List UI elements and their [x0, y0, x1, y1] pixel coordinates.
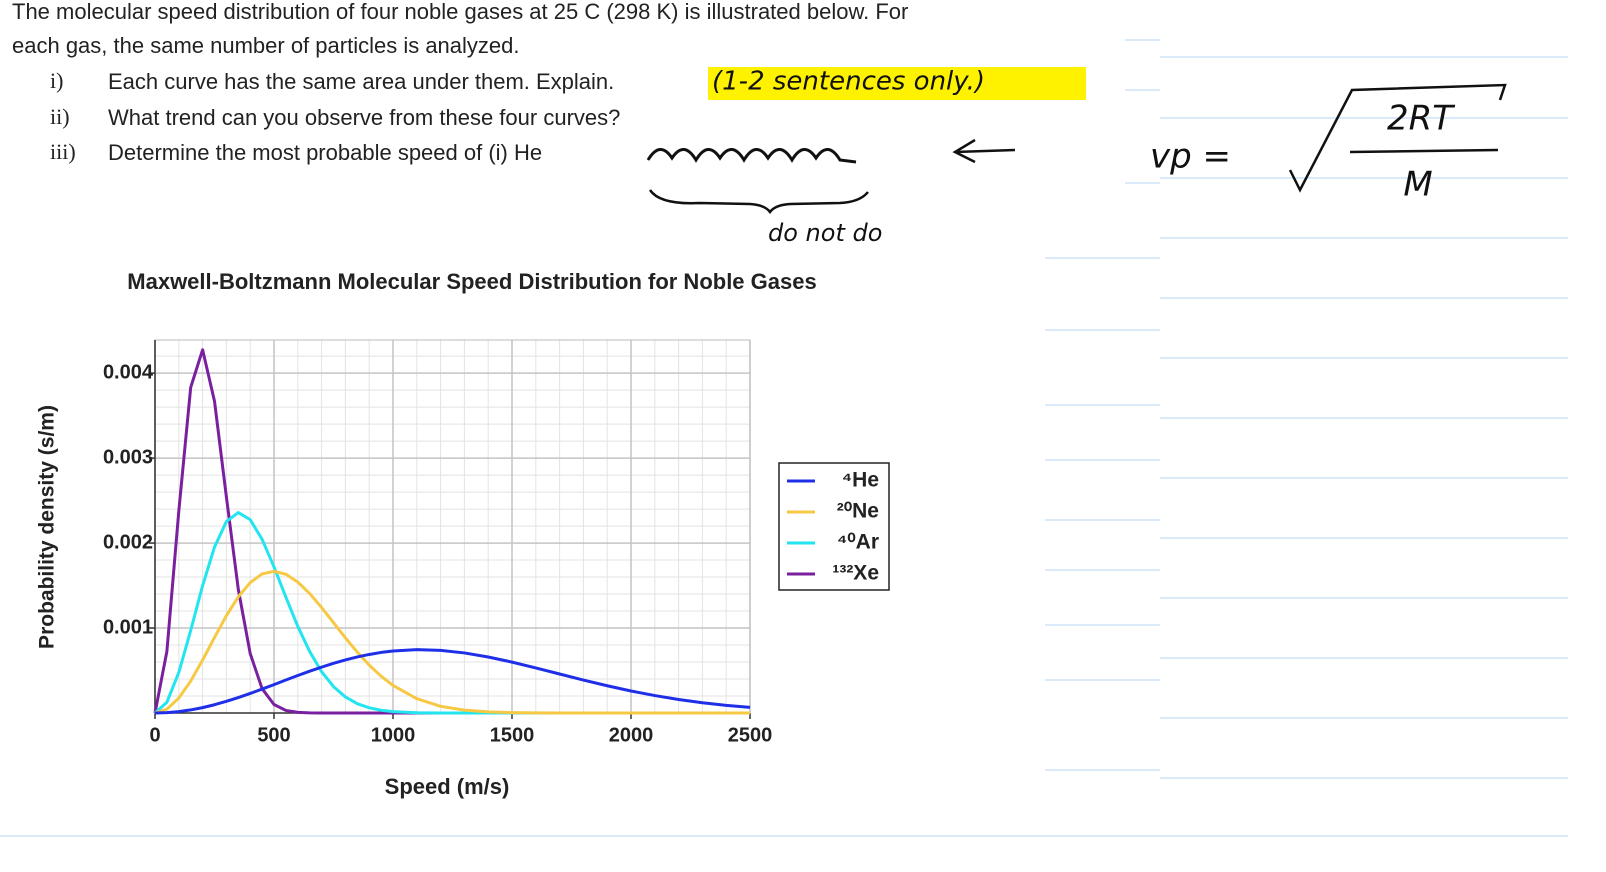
x-tick-label: 500 [257, 724, 290, 746]
y-tick-label: 0.001 [103, 616, 153, 638]
x-tick-label: 1500 [490, 724, 535, 746]
x-tick-label: 2000 [609, 724, 654, 746]
chart-title: Maxwell-Boltzmann Molecular Speed Distri… [127, 269, 816, 294]
formula-numerator: 2RT [1387, 99, 1455, 139]
item-label: iii) [50, 139, 76, 164]
chart: Maxwell-Boltzmann Molecular Speed Distri… [36, 269, 890, 799]
series-line [154, 569, 750, 715]
y-tick-label: 0.004 [103, 361, 154, 383]
x-tick-label: 0 [149, 724, 160, 746]
x-axis-label: Speed (m/s) [385, 774, 510, 799]
brace [648, 189, 869, 215]
legend-label: ⁴He [842, 469, 879, 492]
x-tick-label: 2500 [728, 724, 773, 746]
legend-box [778, 462, 890, 591]
legend-label: ²⁰Ne [837, 500, 879, 523]
series-line [154, 648, 751, 715]
scribble [646, 148, 857, 164]
item-text: Each curve has the same area under them.… [108, 69, 614, 94]
formula-lhs: vp = [1150, 137, 1231, 177]
y-tick-label: 0.002 [103, 531, 153, 553]
sqrt-sign [1288, 83, 1507, 193]
legend-label: ⁴⁰Ar [837, 531, 879, 554]
x-tick-label: 1000 [371, 724, 416, 746]
item-text: Determine the most probable speed of (i)… [108, 140, 542, 165]
y-axis-label: Probability density (s/m) [36, 405, 59, 649]
formula-denominator: M [1403, 165, 1432, 205]
series-line [153, 348, 750, 715]
highlight [708, 67, 1086, 100]
item-text: What trend can you observe from these fo… [108, 105, 620, 130]
ruled-lines [0, 39, 1568, 837]
arrow [952, 138, 1016, 164]
y-tick-label: 0.003 [103, 446, 153, 468]
legend-label: ¹³²Xe [832, 562, 879, 585]
intro-line: The molecular speed distribution of four… [12, 0, 908, 24]
handwritten-note: (1-2 sentences only.) [712, 67, 985, 97]
item-label: ii) [50, 104, 70, 129]
fraction-bar [1349, 148, 1499, 154]
intro-line: each gas, the same number of particles i… [12, 33, 520, 58]
item-label: i) [50, 68, 63, 93]
handwritten-note: do not do [768, 219, 882, 247]
